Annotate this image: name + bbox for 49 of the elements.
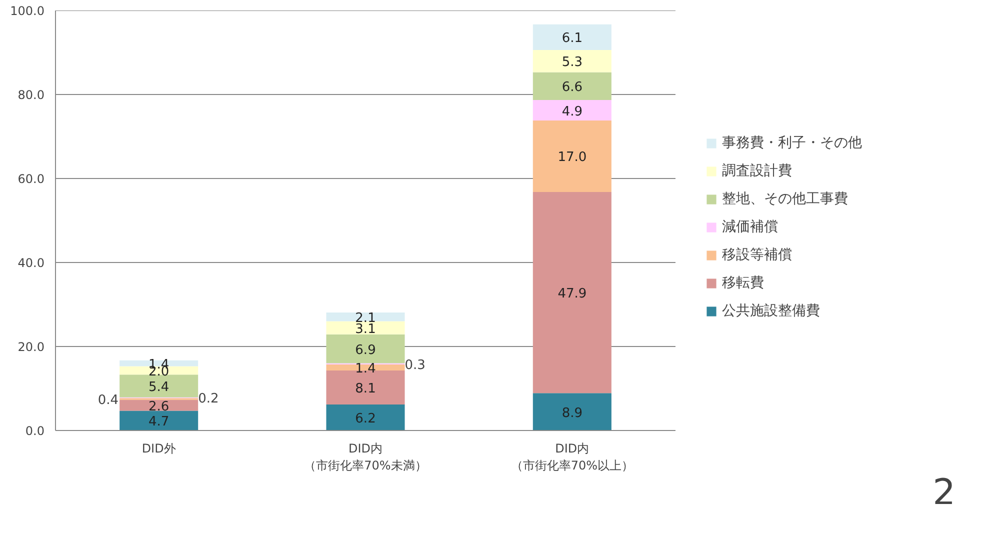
data-label: 4.9 [562, 104, 583, 120]
bar [326, 334, 405, 364]
y-tick-label: 80.0 [18, 88, 44, 102]
y-tick-label: 20.0 [18, 340, 44, 354]
bar [532, 393, 612, 430]
bar [532, 24, 612, 50]
y-tick-label: 60.0 [18, 172, 44, 186]
data-label: 0.3 [404, 358, 426, 373]
bar [326, 321, 405, 334]
bar [120, 410, 198, 430]
data-label: 6.9 [355, 342, 376, 358]
bar [120, 400, 198, 411]
y-tick-label: 100.0 [10, 4, 45, 18]
bar [326, 312, 405, 322]
data-label: 8.9 [562, 406, 583, 421]
data-label: 1.4 [355, 362, 376, 376]
legend-label: 減価補償 [722, 218, 778, 236]
x-tick-label: DID内（市街化率70%以上） [510, 442, 634, 472]
data-label: 47.9 [558, 286, 587, 302]
legend-label: 調査設計費 [722, 162, 792, 180]
data-label: 6.6 [562, 80, 583, 96]
legend-label: 事務費・利子・その他 [722, 134, 862, 152]
data-label: 6.1 [562, 31, 583, 46]
data-label: 0.4 [98, 393, 119, 408]
bar [326, 404, 405, 430]
x-tick-label: DID外 [142, 442, 176, 456]
x-tick-label: DID内（市街化率70%未満） [304, 442, 427, 472]
data-label: 8.1 [355, 381, 376, 396]
data-label: 6.2 [355, 411, 376, 426]
data-label: 3.1 [355, 322, 376, 337]
data-label: 4.7 [148, 414, 170, 430]
bar [532, 50, 612, 72]
legend-label: 公共施設整備費 [722, 302, 820, 320]
data-label: 0.2 [198, 392, 219, 407]
legend-label: 移設等補償 [722, 246, 792, 264]
bar [326, 364, 405, 370]
bar [532, 120, 612, 192]
legend-label: 整地、その他工事費 [722, 190, 848, 208]
data-label: 5.3 [562, 55, 583, 70]
bar [532, 72, 612, 100]
bar [120, 374, 198, 398]
bar [532, 100, 612, 121]
data-label: 17.0 [558, 150, 587, 166]
bar [532, 192, 612, 394]
data-label: 5.4 [148, 380, 170, 395]
y-tick-label: 40.0 [18, 256, 44, 270]
data-label: 2.6 [148, 399, 170, 414]
legend-label: 移転費 [722, 274, 764, 292]
y-tick-label: 0.0 [25, 424, 45, 438]
